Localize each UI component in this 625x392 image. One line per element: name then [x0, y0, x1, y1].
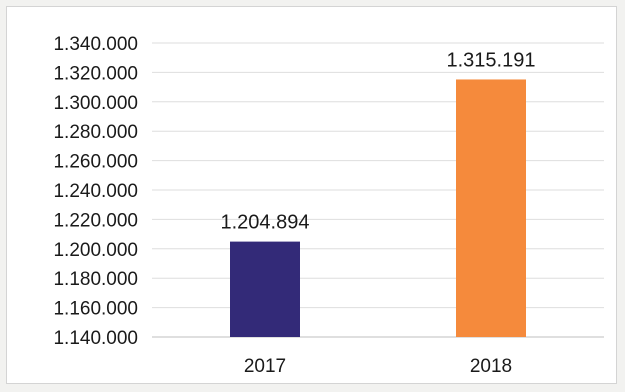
bar-2017 [230, 241, 300, 337]
y-tick-label: 1.260.000 [53, 152, 138, 173]
x-axis-categories: 2017 2018 [244, 356, 512, 377]
data-label-2017: 1.204.894 [221, 212, 310, 234]
y-tick-label: 1.320.000 [53, 63, 138, 84]
y-tick-label: 1.240.000 [53, 181, 138, 202]
bars [230, 79, 526, 337]
x-category-2017: 2017 [244, 356, 286, 377]
y-tick-label: 1.300.000 [53, 93, 138, 114]
y-axis-ticks: 1.140.000 1.160.000 1.180.000 1.200.000 1.22… [53, 34, 138, 349]
y-tick-label: 1.280.000 [53, 122, 138, 143]
data-label-2018: 1.315.191 [447, 49, 536, 71]
y-tick-label: 1.200.000 [53, 240, 138, 261]
x-category-2018: 2018 [470, 356, 512, 377]
y-tick-label: 1.220.000 [53, 210, 138, 231]
y-tick-label: 1.140.000 [53, 328, 138, 349]
y-tick-label: 1.180.000 [53, 269, 138, 290]
y-tick-label: 1.340.000 [53, 34, 138, 55]
y-tick-label: 1.160.000 [53, 299, 138, 320]
data-labels: 1.204.894 1.315.191 [221, 49, 536, 233]
bar-2018 [456, 79, 526, 337]
gridlines [152, 42, 604, 338]
